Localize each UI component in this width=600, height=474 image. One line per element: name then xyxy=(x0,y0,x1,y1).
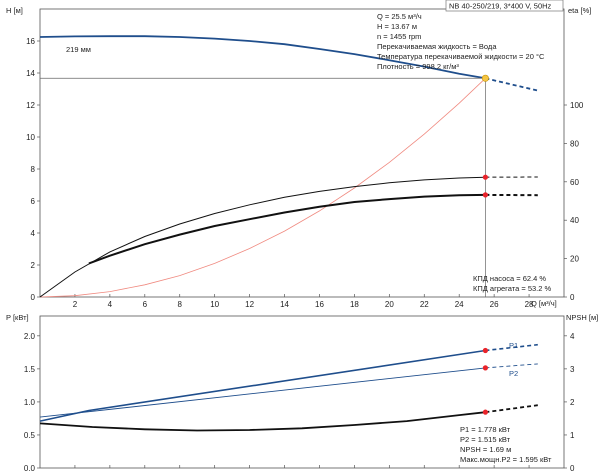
series-label-p1: P1 xyxy=(509,341,518,350)
x-tick-label: 10 xyxy=(210,300,219,309)
x-tick-label: 20 xyxy=(385,300,394,309)
bottom-left-y-tick-label: 2.0 xyxy=(24,332,36,341)
power-info-line: P2 = 1.515 кВт xyxy=(460,435,511,444)
npsh-operating-point xyxy=(482,409,488,415)
top-right-axis-label-text: eta [%] xyxy=(568,6,591,15)
top-left-axis-label-text: H [м] xyxy=(6,6,23,15)
p2-curve xyxy=(39,367,486,418)
x-tick-label: 12 xyxy=(245,300,254,309)
top-plot-frame xyxy=(39,8,565,298)
p1-operating-point xyxy=(482,347,488,354)
power-info-line: NPSH = 1.69 м xyxy=(460,445,511,454)
top-left-y-tick-label: 4 xyxy=(31,229,36,238)
x-tick-label: 24 xyxy=(455,300,464,309)
power-info: P1 = 1.778 кВт P2 = 1.515 кВт NPSH = 1.6… xyxy=(460,425,552,464)
x-tick-label: 22 xyxy=(420,300,429,309)
eta_unit-operating-point xyxy=(482,192,488,198)
power-info-line: P1 = 1.778 кВт xyxy=(460,425,511,434)
x-tick-label: 14 xyxy=(280,300,289,309)
duty-point-marker xyxy=(481,74,489,82)
efficiency-line: КПД насоса = 62.4 % xyxy=(473,274,546,283)
title-box xyxy=(445,0,564,12)
bottom-right-y-tick-label: 0 xyxy=(570,464,575,473)
efficiency-line: КПД агрегата = 53.2 % xyxy=(473,284,551,293)
bottom-right-y-tick-label: 1 xyxy=(570,431,575,440)
efficiency-info: КПД насоса = 62.4 % КПД агрегата = 53.2 … xyxy=(473,274,551,293)
eta_unit-curve xyxy=(88,193,486,265)
bottom-right-axis-label: NPSH [м] xyxy=(566,313,598,322)
bottom-left-y-tick-label: 1.0 xyxy=(24,398,36,407)
duty-info-line: Плотность = 998.2 кг/м³ xyxy=(377,62,459,71)
bottom-left-y-tick-label: 1.5 xyxy=(24,365,36,374)
x-tick-label: 8 xyxy=(178,300,183,309)
bottom-plot-frame xyxy=(39,315,565,469)
bottom-left-y-tick-label: 0.0 xyxy=(24,464,36,473)
x-tick-label: 16 xyxy=(315,300,324,309)
bottom-left-y-tick-label: 0.5 xyxy=(24,431,36,440)
duty-info-line: Перекачиваемая жидкость = Вода xyxy=(377,42,497,51)
top-left-y-tick-label: 14 xyxy=(26,69,35,78)
top-left-y-tick-label: 0 xyxy=(31,293,36,302)
x-tick-label: 18 xyxy=(350,300,359,309)
top-left-axis-label: H [м] xyxy=(6,6,23,15)
p2-curve-extension xyxy=(485,363,538,369)
top-right-axis-label: eta [%] xyxy=(568,6,591,15)
top-right-y-tick-label: 40 xyxy=(570,216,579,225)
top-right-y-tick-label: 80 xyxy=(570,139,579,148)
eta_pump-operating-point xyxy=(482,174,488,180)
curves xyxy=(39,35,539,432)
bottom-left-axis-label: P [кВт] xyxy=(6,313,29,322)
x-tick-label: 4 xyxy=(108,300,113,309)
power-info-line: Макс.мощн.P2 = 1.595 кВт xyxy=(460,455,552,464)
series-label-p2: P2 xyxy=(509,369,518,378)
bottom-right-y-tick-label: 4 xyxy=(570,332,575,341)
p2-operating-point xyxy=(482,365,488,371)
duty-info-line: Q = 25.5 м³/ч xyxy=(377,12,422,21)
npsh-curve xyxy=(39,411,486,432)
bottom-right-y-tick-label: 3 xyxy=(570,365,575,374)
duty-info-line: n = 1455 rpm xyxy=(377,32,421,41)
head-curve-extension xyxy=(485,77,539,92)
top-right-y-tick-label: 20 xyxy=(570,255,579,264)
p1-curve-extension xyxy=(485,343,538,352)
eta_pump-curve xyxy=(39,176,486,298)
x-tick-label: 6 xyxy=(143,300,148,309)
top-left-y-tick-label: 10 xyxy=(26,133,35,142)
top-left-y-tick-label: 2 xyxy=(31,261,36,270)
top-left-y-tick-label: 16 xyxy=(26,37,35,46)
top-left-y-tick-label: 6 xyxy=(31,197,36,206)
x-tick-label: 26 xyxy=(490,300,499,309)
npsh-curve-extension xyxy=(485,404,538,414)
duty-info-line: Температура перекачиваемой жидкости = 20… xyxy=(377,52,545,61)
chart-title: NB 40-250/219, 3*400 V, 50Hz xyxy=(449,2,552,11)
top-right-y-tick-label: 100 xyxy=(570,101,584,110)
top-left-y-tick-label: 12 xyxy=(26,101,35,110)
duty-point-info: Q = 25.5 м³/ч H = 13.67 м n = 1455 rpm П… xyxy=(377,12,545,71)
top-left-y-tick-label: 8 xyxy=(31,165,36,174)
x-tick-label: 28 xyxy=(525,300,534,309)
operating-points xyxy=(481,74,489,415)
top-right-y-tick-label: 0 xyxy=(570,293,575,302)
duty-info-line: H = 13.67 м xyxy=(377,22,417,31)
top-right-y-tick-label: 60 xyxy=(570,178,579,187)
axis-ticks: 2 4 6 8 10 12 14 16 18 20 22 24 26 280246810121416020… xyxy=(24,37,584,473)
bottom-right-y-tick-label: 2 xyxy=(570,398,575,407)
p1-curve xyxy=(39,349,486,422)
x-axis-label: Q [м³/ч] xyxy=(531,299,557,308)
head-curve xyxy=(39,35,486,80)
system-curve xyxy=(39,78,486,298)
x-tick-label: 2 xyxy=(73,300,78,309)
curve-diameter-label: 219 мм xyxy=(66,45,91,54)
